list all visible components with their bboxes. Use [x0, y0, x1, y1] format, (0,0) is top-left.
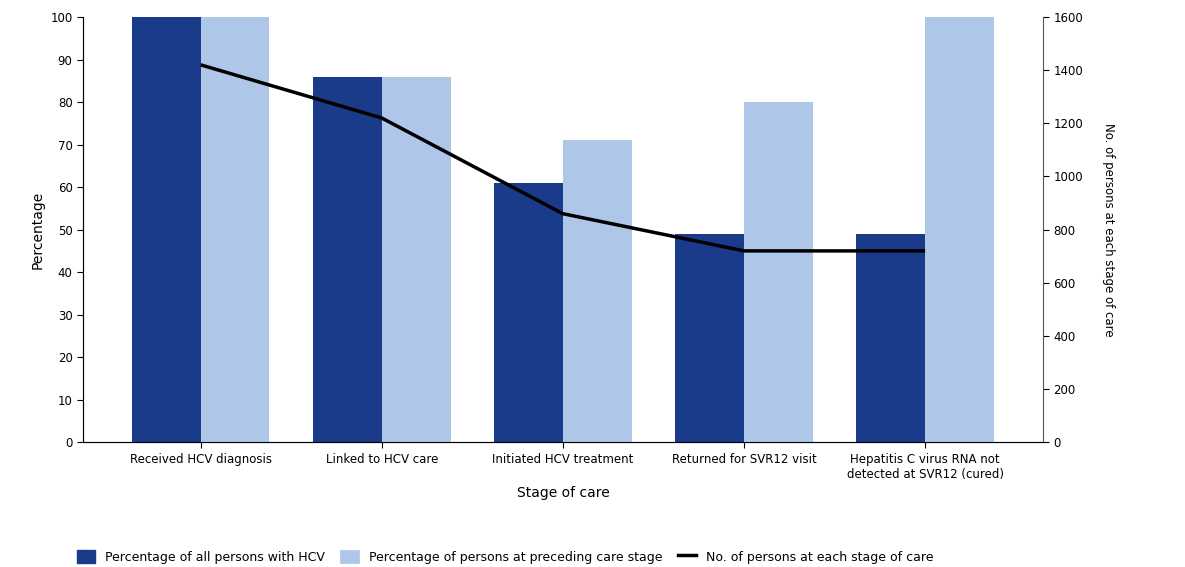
Bar [925, 17, 994, 442]
Y-axis label: Percentage: Percentage [31, 191, 45, 269]
X-axis label: Stage of care: Stage of care [517, 486, 609, 500]
Legend: Percentage of all persons with HCV, Percentage of persons at preceding care stag: Percentage of all persons with HCV, Perc… [77, 550, 934, 564]
Bar [200, 17, 269, 442]
Bar [494, 183, 563, 442]
Bar [744, 102, 813, 442]
Bar [313, 77, 382, 442]
Y-axis label: No. of persons at each stage of care: No. of persons at each stage of care [1102, 123, 1115, 336]
Bar [132, 17, 200, 442]
Bar [857, 234, 925, 442]
Bar [382, 77, 450, 442]
Bar [675, 234, 744, 442]
Bar [563, 141, 632, 442]
